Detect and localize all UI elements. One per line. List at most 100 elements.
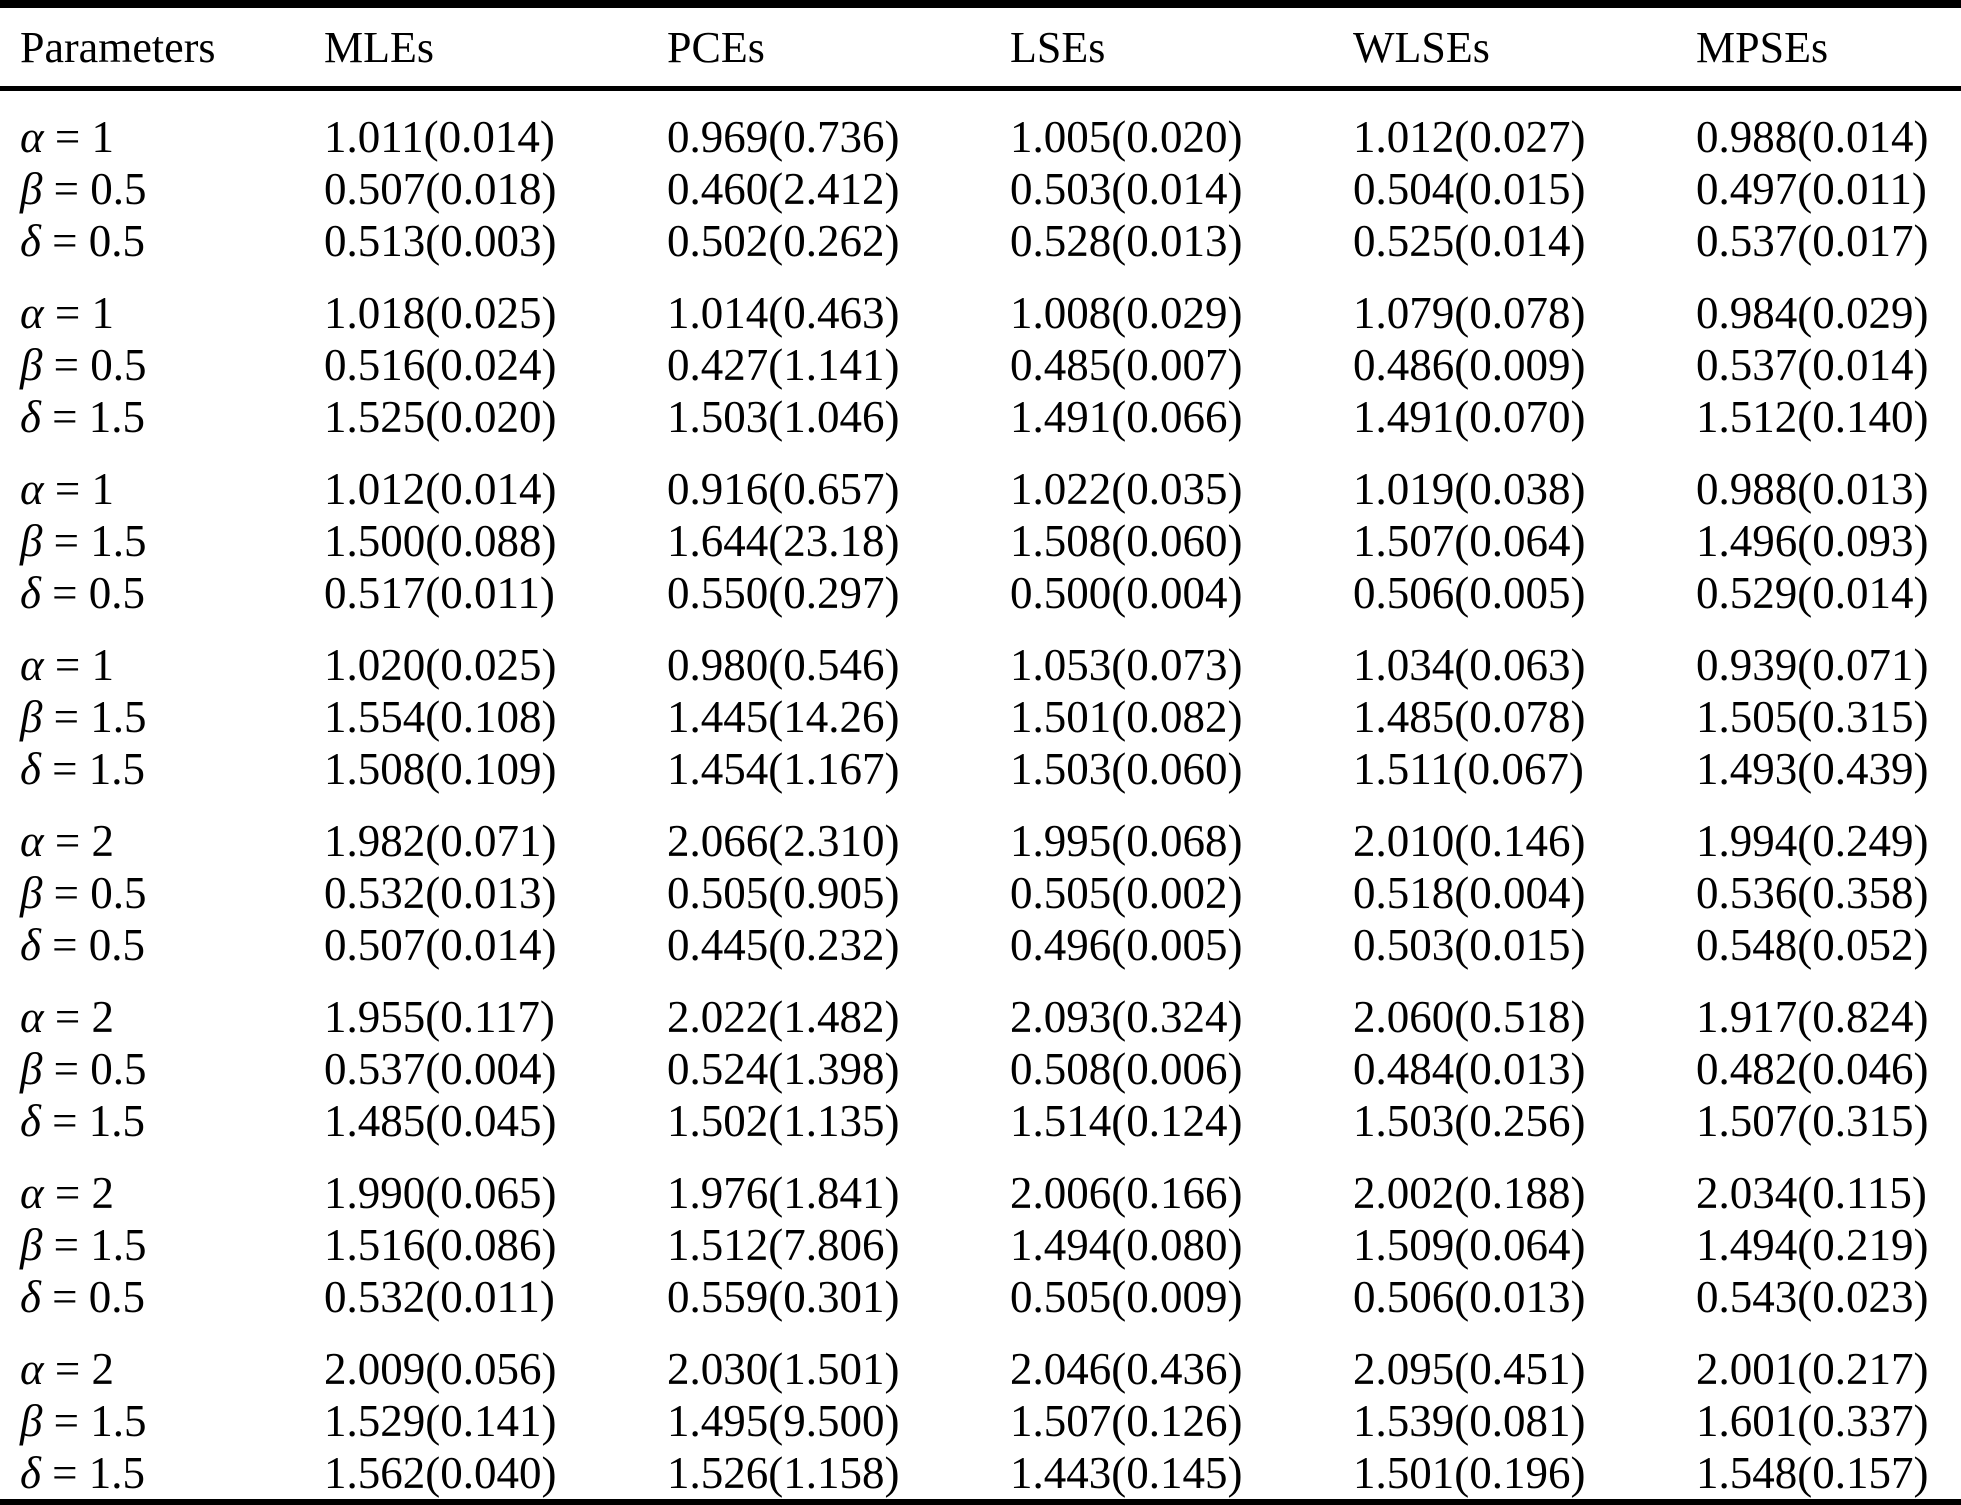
estimate-cell: 1.507(0.315) [1696,1096,1929,1146]
table-row: δ = 1.5 1.485(0.045) 1.502(1.135) 1.514(0.1… [0,1095,1961,1147]
parameter-cell: δ = 0.5 [20,216,146,266]
estimate-cell: 1.053(0.073) [1010,640,1243,690]
estimate-cell: 1.503(1.046) [667,392,900,442]
parameter-cell: α = 2 [20,1168,115,1218]
estimate-cell: 0.507(0.018) [324,164,557,214]
parameter-symbol: δ [20,1096,41,1146]
estimate-cell: 1.995(0.068) [1010,816,1243,866]
table-row: α = 1 1.020(0.025) 0.980(0.546) 1.053(0.073… [0,619,1961,691]
parameter-symbol: δ [20,216,41,266]
estimate-cell: 1.501(0.196) [1353,1448,1586,1498]
estimate-cell: 0.505(0.009) [1010,1272,1243,1322]
estimate-cell: 0.537(0.017) [1696,216,1929,266]
estimate-cell: 1.454(1.167) [667,744,900,794]
estimate-cell: 0.517(0.011) [324,568,555,618]
table-row: α = 1 1.012(0.014) 0.916(0.657) 1.022(0.035… [0,443,1961,515]
table-row: β = 1.5 1.516(0.086) 1.512(7.806) 1.494(0.0… [0,1219,1961,1271]
parameter-symbol: β [20,1220,43,1270]
estimate-cell: 0.484(0.013) [1353,1044,1586,1094]
parameter-symbol: α [20,1344,44,1394]
estimate-cell: 1.601(0.337) [1696,1396,1929,1446]
estimate-cell: 2.095(0.451) [1353,1344,1586,1394]
table-row: α = 1 1.018(0.025) 1.014(0.463) 1.008(0.029… [0,267,1961,339]
estimate-cell: 1.494(0.080) [1010,1220,1243,1270]
parameter-cell: δ = 1.5 [20,744,146,794]
estimate-cell: 0.559(0.301) [667,1272,900,1322]
estimate-cell: 0.505(0.905) [667,868,900,918]
header-row: Parameters MLEs PCEs LSEs WLSEs MPSEs [0,4,1961,91]
estimate-cell: 1.955(0.117) [324,992,555,1042]
parameter-symbol: α [20,640,44,690]
estimate-cell: 1.496(0.093) [1696,516,1929,566]
parameter-symbol: β [20,868,43,918]
estimate-cell: 1.509(0.064) [1353,1220,1586,1270]
table-row: α = 2 1.990(0.065) 1.976(1.841) 2.006(0.166… [0,1147,1961,1219]
estimate-cell: 2.066(2.310) [667,816,900,866]
table-header: Parameters MLEs PCEs LSEs WLSEs MPSEs [0,4,1961,91]
estimate-cell: 0.482(0.046) [1696,1044,1929,1094]
table-row: β = 0.5 0.507(0.018) 0.460(2.412) 0.503(0.0… [0,163,1961,215]
parameter-cell: δ = 0.5 [20,920,146,970]
parameter-cell: α = 2 [20,992,115,1042]
estimate-cell: 0.550(0.297) [667,568,900,618]
estimate-cell: 2.093(0.324) [1010,992,1243,1042]
estimate-cell: 1.507(0.064) [1353,516,1586,566]
table-row: β = 0.5 0.532(0.013) 0.505(0.905) 0.505(0.0… [0,867,1961,919]
estimate-cell: 0.988(0.014) [1696,112,1929,162]
estimate-cell: 0.916(0.657) [667,464,900,514]
estimate-cell: 0.537(0.014) [1696,340,1929,390]
parameter-symbol: δ [20,744,41,794]
estimate-cell: 0.969(0.736) [667,112,900,162]
estimate-cell: 0.536(0.358) [1696,868,1929,918]
parameter-cell: β = 1.5 [20,1396,147,1446]
table-row: δ = 1.5 1.508(0.109) 1.454(1.167) 1.503(0.0… [0,743,1961,795]
parameter-cell: β = 0.5 [20,164,147,214]
parameter-cell: α = 1 [20,288,115,338]
estimate-cell: 1.508(0.109) [324,744,557,794]
table-row: α = 2 2.009(0.056) 2.030(1.501) 2.046(0.436… [0,1323,1961,1395]
parameter-symbol: δ [20,392,41,442]
estimate-cell: 0.506(0.013) [1353,1272,1586,1322]
estimate-cell: 2.002(0.188) [1353,1168,1586,1218]
estimate-cell: 0.507(0.014) [324,920,557,970]
table-body: α = 1 1.011(0.014) 0.969(0.736) 1.005(0.020… [0,89,1961,1504]
estimate-cell: 1.511(0.067) [1353,744,1584,794]
estimate-cell: 1.554(0.108) [324,692,557,742]
parameter-symbol: β [20,164,43,214]
parameter-cell: β = 0.5 [20,340,147,390]
parameter-cell: δ = 0.5 [20,568,146,618]
estimate-cell: 1.539(0.081) [1353,1396,1586,1446]
estimate-cell: 1.917(0.824) [1696,992,1929,1042]
estimate-cell: 0.984(0.029) [1696,288,1929,338]
parameter-cell: α = 2 [20,816,115,866]
estimate-cell: 1.011(0.014) [324,112,555,162]
estimate-cell: 1.020(0.025) [324,640,557,690]
parameter-cell: δ = 1.5 [20,1096,146,1146]
table-row: δ = 1.5 1.525(0.020) 1.503(1.046) 1.491(0.0… [0,391,1961,443]
estimate-cell: 1.512(7.806) [667,1220,900,1270]
estimate-cell: 0.502(0.262) [667,216,900,266]
estimate-cell: 1.503(0.060) [1010,744,1243,794]
estimate-cell: 1.008(0.029) [1010,288,1243,338]
estimate-cell: 1.443(0.145) [1010,1448,1243,1498]
parameter-symbol: δ [20,1448,41,1498]
estimate-cell: 1.976(1.841) [667,1168,900,1218]
estimate-cell: 0.988(0.013) [1696,464,1929,514]
estimate-cell: 0.486(0.009) [1353,340,1586,390]
estimate-cell: 0.445(0.232) [667,920,900,970]
estimate-cell: 1.018(0.025) [324,288,557,338]
estimate-cell: 0.503(0.015) [1353,920,1586,970]
table-row: δ = 0.5 0.517(0.011) 0.550(0.297) 0.500(0.0… [0,567,1961,619]
table-row: β = 1.5 1.529(0.141) 1.495(9.500) 1.507(0.1… [0,1395,1961,1447]
estimate-cell: 0.548(0.052) [1696,920,1929,970]
table-row: δ = 0.5 0.507(0.014) 0.445(0.232) 0.496(0.0… [0,919,1961,971]
estimate-cell: 2.030(1.501) [667,1344,900,1394]
estimate-cell: 2.046(0.436) [1010,1344,1243,1394]
parameter-symbol: β [20,692,43,742]
estimate-cell: 1.019(0.038) [1353,464,1586,514]
estimate-cell: 0.485(0.007) [1010,340,1243,390]
estimate-cell: 1.644(23.18) [667,516,900,566]
estimate-cell: 2.060(0.518) [1353,992,1586,1042]
estimate-cell: 1.491(0.070) [1353,392,1586,442]
parameter-symbol: δ [20,568,41,618]
